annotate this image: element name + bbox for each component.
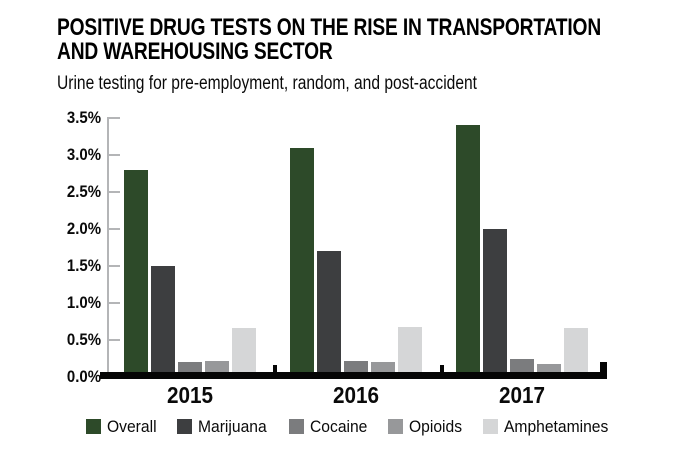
y-axis-tick — [108, 154, 120, 156]
bar-overall-2015 — [124, 169, 148, 379]
y-axis-tick — [108, 117, 120, 119]
legend-item-overall: Overall — [86, 417, 161, 436]
y-axis-label: 3.5% — [66, 108, 101, 127]
bar-marijuana-2016 — [317, 251, 341, 379]
y-axis-label: 3.0% — [66, 145, 101, 164]
legend-swatch-cocaine — [288, 419, 304, 434]
y-axis-label: 2.5% — [66, 182, 101, 201]
legend-item-opioids: Opioids — [387, 417, 467, 436]
legend-swatch-opioids — [387, 419, 403, 434]
bar-amphetamines-2017 — [564, 328, 588, 379]
y-axis-label: 1.5% — [66, 256, 101, 275]
legend-item-cocaine: Cocaine — [288, 417, 372, 436]
y-axis-tick — [108, 339, 120, 341]
bar-overall-2016 — [290, 147, 314, 379]
legend-swatch-amphetamines — [482, 419, 498, 434]
y-axis-label: 0.0% — [66, 367, 101, 386]
x-axis-label-2016: 2016 — [332, 382, 380, 408]
legend: Overall Marijuana Cocaine Opioids Amphetamin… — [86, 417, 617, 436]
x-axis-label-2015: 2015 — [166, 382, 214, 408]
y-axis-label: 0.5% — [66, 330, 101, 349]
legend-label: Amphetamines — [503, 417, 608, 436]
legend-label: Opioids — [408, 417, 462, 436]
y-axis-tick — [108, 191, 120, 193]
bar-marijuana-2015 — [151, 266, 175, 379]
y-axis-line — [107, 117, 109, 373]
legend-item-marijuana: Marijuana — [176, 417, 273, 436]
x-axis-end-tick — [600, 362, 607, 379]
legend-label: Overall — [107, 417, 157, 436]
y-axis-label: 1.0% — [66, 293, 101, 312]
bar-amphetamines-2016 — [398, 327, 422, 379]
y-axis-tick — [108, 265, 120, 267]
y-axis-label: 2.0% — [66, 219, 101, 238]
y-axis-tick — [108, 228, 120, 230]
legend-swatch-overall — [86, 419, 101, 434]
bar-marijuana-2017 — [483, 229, 507, 379]
legend-item-amphetamines: Amphetamines — [482, 417, 617, 436]
x-axis-baseline — [100, 372, 607, 379]
y-axis-tick — [108, 302, 120, 304]
legend-swatch-marijuana — [176, 419, 192, 434]
bar-amphetamines-2015 — [232, 328, 256, 379]
x-axis-label-2017: 2017 — [498, 382, 546, 408]
bar-overall-2017 — [456, 125, 480, 379]
chart-title-line2: AND WAREHOUSING SECTOR — [57, 38, 333, 65]
legend-label: Cocaine — [309, 417, 367, 436]
chart-title-line1: POSITIVE DRUG TESTS ON THE RISE IN TRANS… — [57, 14, 602, 41]
legend-label: Marijuana — [197, 417, 267, 436]
x-axis-tick — [273, 365, 277, 373]
x-axis-tick — [440, 365, 444, 373]
chart-subtitle: Urine testing for pre-employment, random… — [57, 73, 478, 94]
